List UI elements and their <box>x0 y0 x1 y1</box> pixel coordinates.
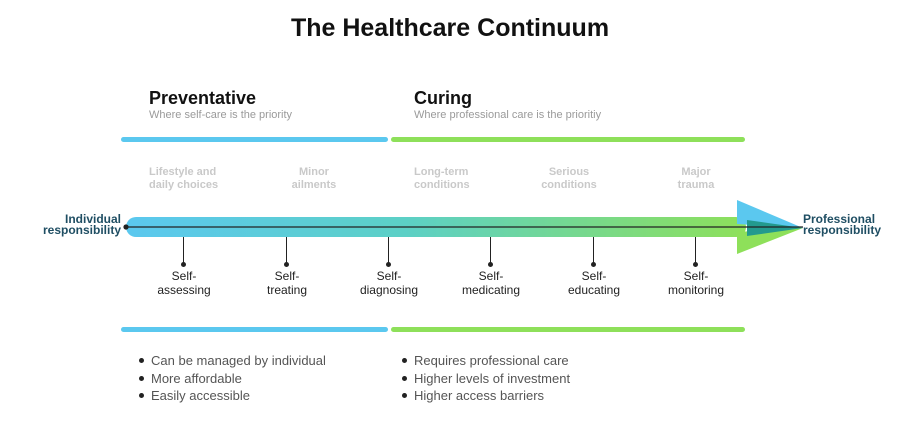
preventative-bullets: Can be managed by individual More afford… <box>139 352 326 405</box>
bullet-icon <box>139 375 144 381</box>
category-minor-ailments: Minor ailments <box>291 166 337 191</box>
tick-diagnosing <box>386 237 391 267</box>
arrow-head-teal <box>747 220 803 236</box>
curing-top-bar <box>391 137 745 142</box>
preventative-top-bar <box>121 137 388 142</box>
curing-title: Curing <box>414 88 472 108</box>
list-item: Easily accessible <box>139 387 326 405</box>
category-major-trauma: Major trauma <box>677 166 715 191</box>
step-self-treating: Self-treating <box>266 269 308 297</box>
curing-subtitle: Where professional care is the prioritiy <box>414 109 602 121</box>
category-serious: Serious conditions <box>541 166 597 191</box>
step-self-diagnosing: Self-diagnosing <box>359 269 419 297</box>
curing-bottom-bar <box>391 327 745 332</box>
step-self-educating: Self-educating <box>567 269 621 297</box>
bullet-icon <box>139 393 144 399</box>
list-item: Higher access barriers <box>402 387 570 405</box>
continuum-arrow <box>123 200 803 254</box>
bullet-icon <box>139 358 144 364</box>
step-self-medicating: Self-medicating <box>461 269 521 297</box>
step-self-assessing: Self-assessing <box>157 269 211 297</box>
tick-assessing <box>181 237 186 267</box>
page-title: The Healthcare Continuum <box>290 14 610 42</box>
preventative-bottom-bar <box>121 327 388 332</box>
tick-medicating <box>488 237 493 267</box>
individual-responsibility-label: Individual responsibility <box>42 212 121 237</box>
step-self-monitoring: Self-monitoring <box>667 269 725 297</box>
tick-treating <box>284 237 289 267</box>
tick-educating <box>591 237 596 267</box>
category-long-term: Long-term conditions <box>414 166 470 191</box>
category-lifestyle: Lifestyle and daily choices <box>149 166 219 191</box>
list-item: More affordable <box>139 370 326 388</box>
list-item: Requires professional care <box>402 352 570 370</box>
curing-bullets: Requires professional care Higher levels… <box>402 352 570 405</box>
preventative-title: Preventative <box>149 88 257 108</box>
preventative-subtitle: Where self-care is the priority <box>149 109 293 121</box>
list-item: Can be managed by individual <box>139 352 326 370</box>
bullet-icon <box>402 375 407 381</box>
professional-responsibility-label: Professional responsibility <box>803 212 882 237</box>
tick-monitoring <box>693 237 698 267</box>
bullet-icon <box>402 358 407 364</box>
arrow-start-dot <box>123 224 129 230</box>
list-item: Higher levels of investment <box>402 370 570 388</box>
bullet-icon <box>402 393 407 399</box>
